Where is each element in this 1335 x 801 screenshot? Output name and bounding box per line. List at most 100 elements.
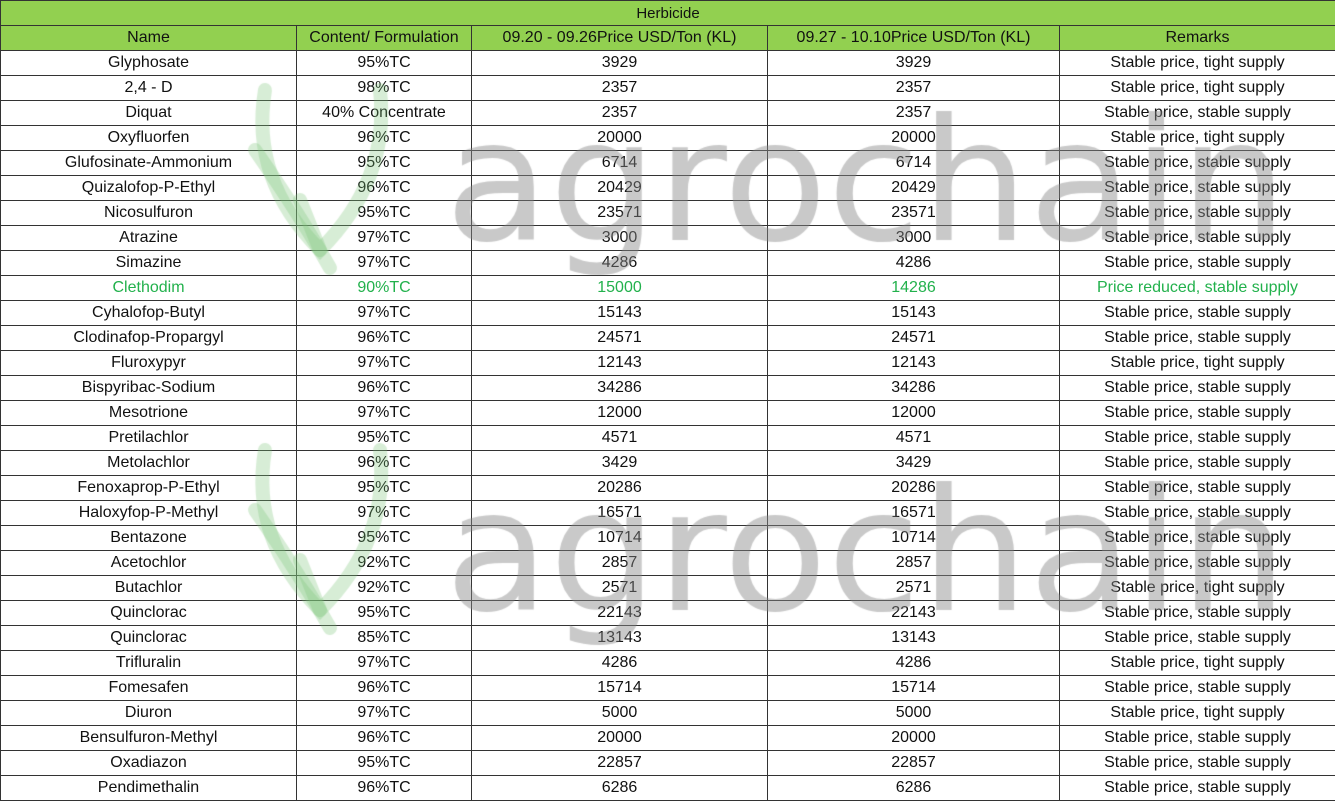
cell-price-week2: 15714 (767, 675, 1060, 701)
cell-name: Bensulfuron-Methyl (0, 725, 297, 751)
table-row: Quizalofop-P-Ethyl 96%TC 20429 20429 Stable … (0, 175, 1335, 201)
cell-name: Fluroxypyr (0, 350, 297, 376)
cell-remarks: Stable price, stable supply (1059, 675, 1335, 701)
header-remarks: Remarks (1059, 25, 1335, 51)
cell-price-week2: 2357 (767, 75, 1060, 101)
cell-name: Cyhalofop-Butyl (0, 300, 297, 326)
cell-content: 92%TC (296, 575, 472, 601)
cell-price-week2: 22143 (767, 600, 1060, 626)
cell-name: Diquat (0, 100, 297, 126)
cell-content: 97%TC (296, 500, 472, 526)
table-row: Cyhalofop-Butyl 97%TC 15143 15143 Stable pri… (0, 300, 1335, 326)
cell-content: 96%TC (296, 775, 472, 801)
cell-price-week1: 3000 (471, 225, 768, 251)
cell-remarks: Stable price, stable supply (1059, 475, 1335, 501)
table-row: Simazine 97%TC 4286 4286 Stable price, stabl… (0, 250, 1335, 276)
table-row: Bensulfuron-Methyl 96%TC 20000 20000 Stable … (0, 725, 1335, 751)
cell-remarks: Stable price, stable supply (1059, 600, 1335, 626)
cell-price-week2: 6714 (767, 150, 1060, 176)
cell-name: Diuron (0, 700, 297, 726)
cell-price-week1: 15000 (471, 275, 768, 301)
cell-price-week2: 20000 (767, 725, 1060, 751)
cell-price-week1: 16571 (471, 500, 768, 526)
cell-name: Butachlor (0, 575, 297, 601)
cell-price-week1: 2357 (471, 100, 768, 126)
cell-remarks: Stable price, tight supply (1059, 350, 1335, 376)
cell-price-week2: 20286 (767, 475, 1060, 501)
cell-content: 97%TC (296, 700, 472, 726)
cell-content: 95%TC (296, 150, 472, 176)
cell-name: Quinclorac (0, 600, 297, 626)
cell-content: 95%TC (296, 475, 472, 501)
table-row: Metolachlor 96%TC 3429 3429 Stable price, st… (0, 450, 1335, 476)
cell-content: 97%TC (296, 225, 472, 251)
cell-price-week2: 12143 (767, 350, 1060, 376)
cell-remarks: Stable price, tight supply (1059, 575, 1335, 601)
table-title: Herbicide (0, 0, 1335, 26)
cell-name: Bispyribac-Sodium (0, 375, 297, 401)
cell-price-week2: 3000 (767, 225, 1060, 251)
cell-price-week1: 4286 (471, 650, 768, 676)
cell-price-week2: 10714 (767, 525, 1060, 551)
cell-price-week1: 20286 (471, 475, 768, 501)
cell-name: Quinclorac (0, 625, 297, 651)
cell-remarks: Stable price, stable supply (1059, 550, 1335, 576)
cell-content: 95%TC (296, 750, 472, 776)
table-row: Mesotrione 97%TC 12000 12000 Stable price, s… (0, 400, 1335, 426)
cell-price-week2: 34286 (767, 375, 1060, 401)
cell-name: Pretilachlor (0, 425, 297, 451)
cell-price-week1: 12143 (471, 350, 768, 376)
cell-remarks: Stable price, stable supply (1059, 325, 1335, 351)
table-row: Quinclorac 95%TC 22143 22143 Stable price, s… (0, 600, 1335, 626)
cell-name: Quizalofop-P-Ethyl (0, 175, 297, 201)
cell-price-week1: 23571 (471, 200, 768, 226)
cell-remarks: Stable price, stable supply (1059, 750, 1335, 776)
cell-price-week2: 24571 (767, 325, 1060, 351)
cell-price-week1: 24571 (471, 325, 768, 351)
cell-content: 96%TC (296, 675, 472, 701)
cell-name: Mesotrione (0, 400, 297, 426)
cell-price-week1: 2857 (471, 550, 768, 576)
table-row: 2,4 - D 98%TC 2357 2357 Stable price, tight … (0, 75, 1335, 101)
cell-name: 2,4 - D (0, 75, 297, 101)
cell-name: Oxyfluorfen (0, 125, 297, 151)
cell-name: Clethodim (0, 275, 297, 301)
header-price-week2: 09.27 - 10.10Price USD/Ton (KL) (767, 25, 1060, 51)
cell-price-week1: 3929 (471, 50, 768, 76)
cell-price-week1: 15714 (471, 675, 768, 701)
cell-price-week1: 22857 (471, 750, 768, 776)
cell-price-week1: 20000 (471, 725, 768, 751)
cell-name: Glufosinate-Ammonium (0, 150, 297, 176)
cell-content: 95%TC (296, 50, 472, 76)
cell-price-week1: 3429 (471, 450, 768, 476)
table-row: Glufosinate-Ammonium 95%TC 6714 6714 Stable … (0, 150, 1335, 176)
cell-remarks: Stable price, stable supply (1059, 250, 1335, 276)
table-row: Bispyribac-Sodium 96%TC 34286 34286 Stable p… (0, 375, 1335, 401)
cell-price-week1: 13143 (471, 625, 768, 651)
cell-name: Glyphosate (0, 50, 297, 76)
cell-remarks: Stable price, tight supply (1059, 75, 1335, 101)
table-row: Oxyfluorfen 96%TC 20000 20000 Stable price, … (0, 125, 1335, 151)
table-row: Acetochlor 92%TC 2857 2857 Stable price, sta… (0, 550, 1335, 576)
cell-name: Simazine (0, 250, 297, 276)
cell-remarks: Stable price, tight supply (1059, 125, 1335, 151)
cell-content: 96%TC (296, 325, 472, 351)
cell-remarks: Stable price, stable supply (1059, 625, 1335, 651)
cell-content: 95%TC (296, 525, 472, 551)
cell-remarks: Stable price, tight supply (1059, 700, 1335, 726)
cell-price-week2: 3929 (767, 50, 1060, 76)
cell-remarks: Stable price, stable supply (1059, 400, 1335, 426)
cell-remarks: Stable price, stable supply (1059, 500, 1335, 526)
cell-price-week2: 2571 (767, 575, 1060, 601)
cell-name: Acetochlor (0, 550, 297, 576)
table-row: Glyphosate 95%TC 3929 3929 Stable price, tig… (0, 50, 1335, 76)
cell-content: 96%TC (296, 725, 472, 751)
cell-price-week2: 22857 (767, 750, 1060, 776)
cell-price-week1: 10714 (471, 525, 768, 551)
cell-price-week1: 2571 (471, 575, 768, 601)
cell-remarks: Stable price, stable supply (1059, 150, 1335, 176)
cell-price-week2: 20429 (767, 175, 1060, 201)
cell-content: 96%TC (296, 375, 472, 401)
cell-price-week2: 13143 (767, 625, 1060, 651)
table-row: Butachlor 92%TC 2571 2571 Stable price, tigh… (0, 575, 1335, 601)
